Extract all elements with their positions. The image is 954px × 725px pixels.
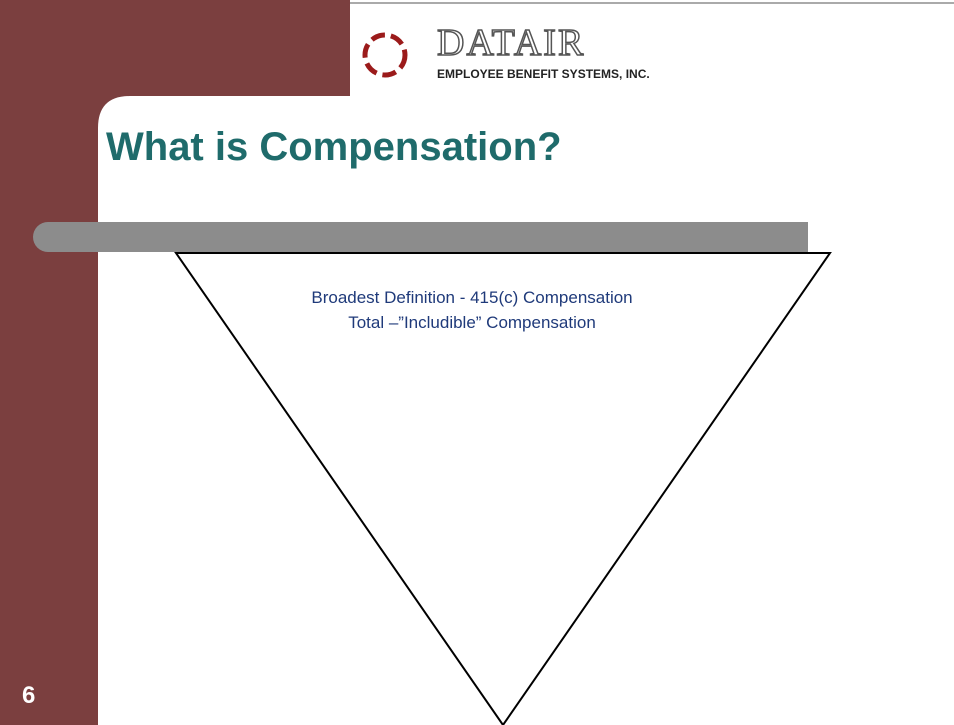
diagram-line: Total –”Includible” Compensation xyxy=(348,313,596,332)
divider-bar xyxy=(33,222,808,252)
top-band xyxy=(98,0,350,128)
logo-tagline: EMPLOYEE BENEFIT SYSTEMS, INC. xyxy=(437,67,650,81)
inverted-triangle xyxy=(174,252,832,725)
left-band xyxy=(0,0,98,725)
logo-icon xyxy=(362,32,408,78)
slide-title: What is Compensation? xyxy=(106,125,562,169)
slide-number: 6 xyxy=(22,682,35,709)
diagram-line: Broadest Definition - 415(c) Compensatio… xyxy=(311,288,632,307)
logo-brand: DATAIR xyxy=(437,22,585,64)
